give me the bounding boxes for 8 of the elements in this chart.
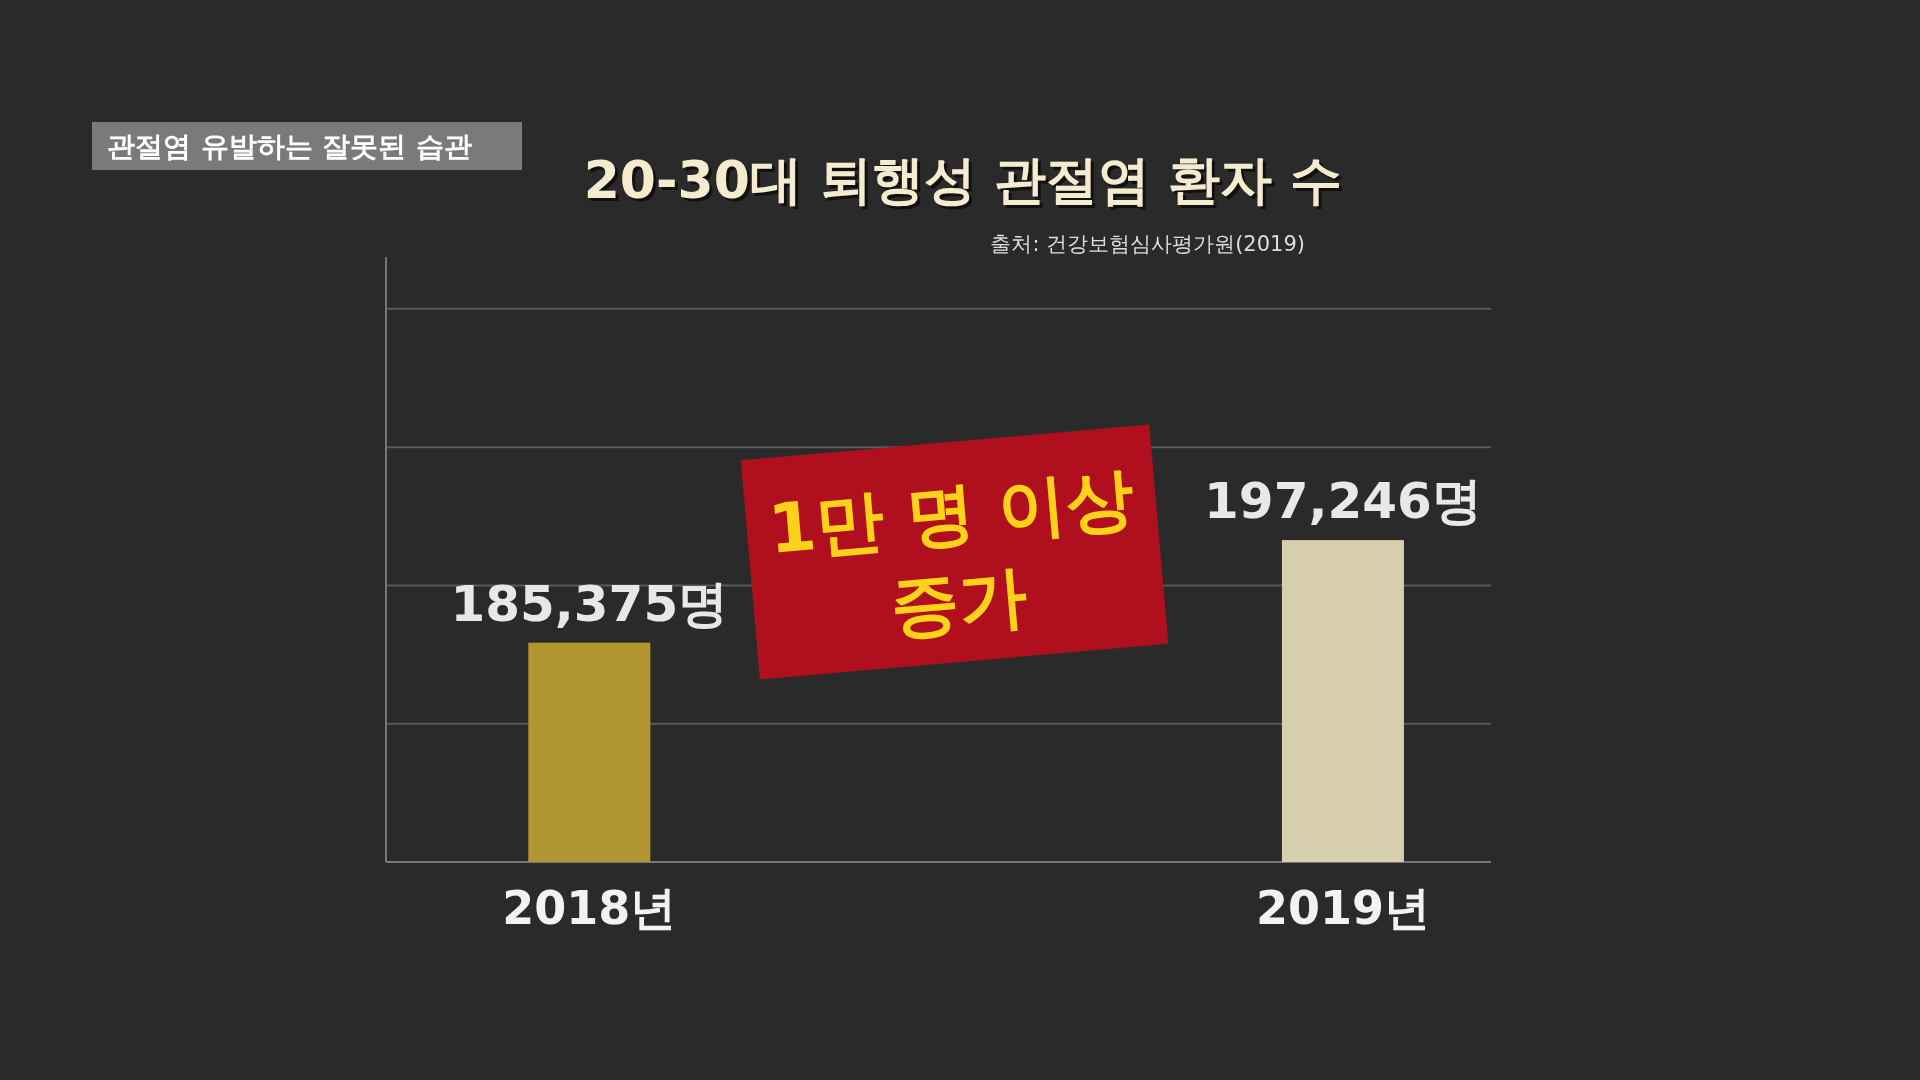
annotation: 1만 명 이상 증가 <box>765 458 1138 647</box>
source-note: 출처: 건강보험심사평가원(2019) <box>990 232 1305 256</box>
x-tick-label: 2019년 <box>1255 881 1430 935</box>
text: 관절염 유발하는 잘못된 습관 <box>107 130 473 163</box>
data-label: 185,375명 <box>450 574 729 633</box>
chart-title: 20-30대 퇴행성 관절염 환자 수 <box>586 153 1346 213</box>
x-tick-label: 2018년 <box>502 881 677 935</box>
data-label: 197,246명 <box>1204 472 1482 531</box>
